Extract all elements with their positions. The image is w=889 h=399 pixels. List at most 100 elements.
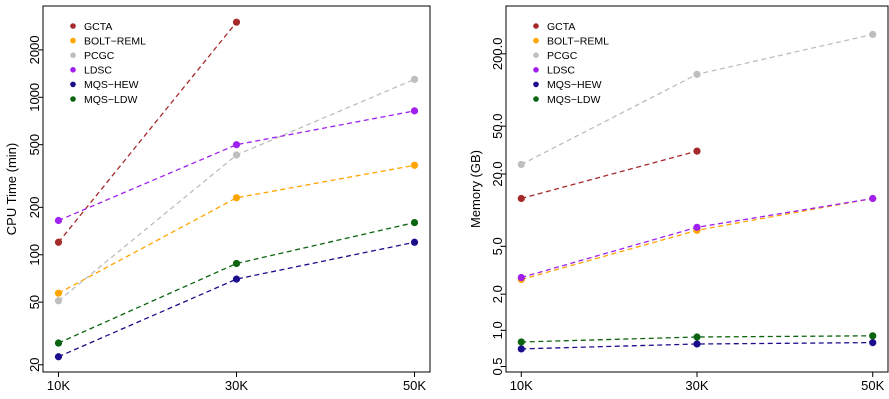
data-point [54, 297, 63, 305]
legend: GCTA BOLT−REML PCGC LDSC MQS−HEW MQS−LDW [70, 21, 146, 106]
x-tick-label: 10K [47, 378, 70, 393]
data-point [517, 194, 525, 203]
legend-entry: GCTA [547, 21, 575, 33]
data-point [232, 259, 241, 268]
series-mqs-ldw [54, 219, 419, 347]
legend-marker [70, 37, 76, 44]
series-pcgc [517, 30, 877, 169]
series-bolt-reml [517, 194, 877, 284]
data-point [54, 339, 63, 347]
data-point [693, 147, 701, 155]
legend-marker [533, 23, 539, 29]
y-tick-label: 50 [27, 295, 42, 309]
series-line [521, 197, 873, 281]
x-tick-label: 50K [403, 378, 426, 393]
data-point [517, 338, 525, 346]
legend-marker [533, 96, 539, 102]
series-bolt-reml [54, 161, 419, 297]
legend-marker [70, 52, 76, 58]
y-tick-label: 5.0 [490, 237, 505, 255]
y-tick-label: 100 [27, 244, 42, 266]
legend-entry: MQS−HEW [547, 79, 602, 91]
x-tick-label: 50K [861, 378, 884, 393]
y-tick-label: 200.0 [490, 38, 505, 71]
chart-panel-1: 10K 30K 50K 20 50 100 200 500 1000 2000 CPU Time (… [4, 5, 431, 393]
legend-marker [533, 81, 539, 88]
data-point [410, 107, 419, 115]
legend-entry: BOLT−REML [84, 35, 146, 47]
legend-entry: MQS−LDW [547, 94, 600, 106]
data-point [232, 141, 241, 149]
legend-marker [533, 67, 539, 73]
y-tick-label: 1000 [27, 83, 42, 112]
data-point [410, 219, 419, 227]
y-tick-label: 1.0 [490, 321, 505, 339]
data-point [232, 151, 241, 159]
data-point [693, 340, 701, 348]
series-line [57, 21, 238, 243]
y-tick-label: 2.0 [490, 285, 505, 303]
y-tick-label: 0.5 [490, 357, 505, 375]
data-point [232, 275, 241, 283]
data-point [517, 160, 525, 169]
data-point [54, 353, 63, 361]
series-line [58, 241, 415, 358]
y-tick-label: 50.0 [490, 114, 505, 139]
series-mqs-ldw [517, 332, 877, 346]
series-line [58, 78, 415, 302]
series-line [521, 197, 873, 279]
data-point [869, 332, 877, 340]
x-tick-label: 30K [685, 378, 708, 393]
data-point [410, 75, 419, 83]
data-point [54, 238, 63, 246]
series-line [58, 164, 415, 294]
legend-entry: LDSC [547, 65, 575, 77]
legend-entry: LDSC [84, 65, 112, 77]
legend-entry: PCGC [547, 50, 578, 62]
data-point [693, 70, 701, 78]
legend-marker [533, 52, 539, 58]
legend-marker [533, 37, 539, 44]
data-point [517, 345, 525, 353]
chart-panel-2: 10K 30K 50K 0.5 1.0 2.0 5.0 20.0 50.0 200.0 Memory… [468, 5, 889, 393]
legend-marker [70, 81, 76, 88]
data-point [410, 238, 419, 246]
y-axis-title: Memory (GB) [468, 150, 483, 228]
y-tick-label: 200 [27, 196, 42, 218]
data-point [232, 18, 241, 26]
legend-marker [70, 23, 76, 29]
legend: GCTA BOLT−REML PCGC LDSC MQS−HEW MQS−LDW [533, 21, 609, 106]
x-tick-label: 10K [510, 378, 533, 393]
data-point [410, 161, 419, 169]
data-point [693, 333, 701, 341]
legend-marker [70, 67, 76, 73]
series-ldsc [54, 107, 419, 225]
data-point [232, 194, 241, 202]
series-line [58, 221, 415, 344]
series-gcta [54, 18, 241, 246]
series-ldsc [517, 194, 877, 282]
legend-marker [70, 96, 76, 102]
data-point [869, 194, 877, 203]
y-tick-label: 500 [27, 134, 42, 156]
y-axis-title: CPU Time (min) [4, 143, 19, 235]
y-tick-label: 20 [27, 358, 42, 372]
legend-entry: MQS−HEW [84, 79, 139, 91]
series-mqs-hew [517, 339, 877, 353]
legend-entry: GCTA [84, 21, 112, 33]
series-gcta [517, 147, 701, 203]
x-tick-label: 30K [225, 378, 248, 393]
legend-entry: BOLT−REML [547, 35, 609, 47]
data-point [869, 30, 877, 39]
data-point [54, 289, 63, 297]
data-point [517, 273, 525, 282]
legend-entry: MQS−LDW [84, 94, 137, 106]
series-line [521, 341, 873, 350]
series-mqs-hew [54, 238, 419, 361]
y-tick-label: 20.0 [490, 161, 505, 186]
legend-entry: PCGC [84, 50, 115, 62]
y-tick-label: 2000 [27, 35, 42, 64]
data-point [54, 216, 63, 225]
series-line [521, 150, 698, 200]
